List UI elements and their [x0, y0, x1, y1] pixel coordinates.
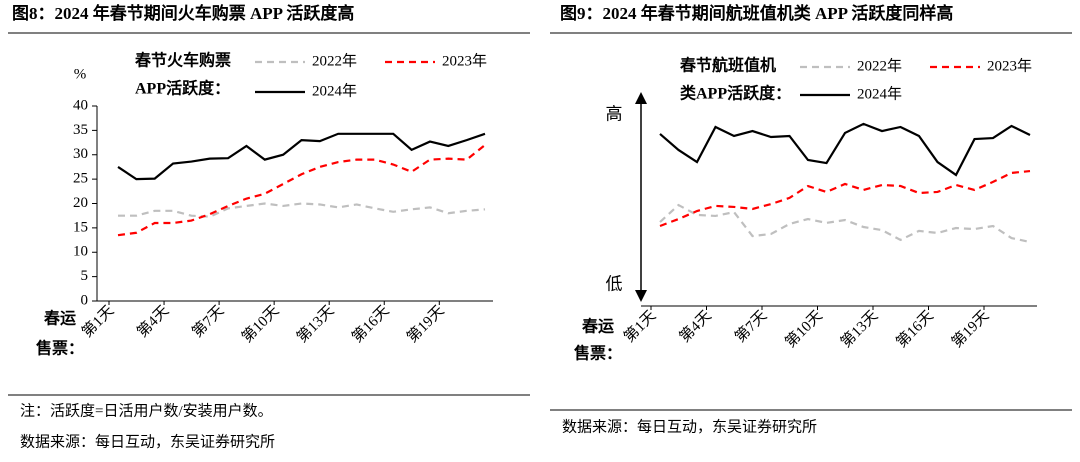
y-tick-label: 40 [73, 97, 88, 113]
series-line [659, 203, 1031, 244]
legend-label: 2024年 [857, 85, 902, 102]
x-tick-label: 第1天 [620, 307, 659, 346]
x-axis-label: 售票： [574, 344, 622, 363]
x-tick-label: 第10天 [238, 302, 283, 347]
x-axis-label: 春运 [43, 309, 76, 328]
y-tick-label: 25 [73, 171, 88, 187]
series-line [659, 169, 1031, 228]
legend-label: 2023年 [442, 52, 487, 69]
legend-label: 2022年 [312, 52, 357, 69]
y-tick-label: 5 [81, 268, 89, 284]
y-tick-label: 0 [81, 292, 89, 308]
chart-title: 图9：2024 年春节期间航班值机类 APP 活跃度同样高 [560, 3, 953, 23]
legend-title: 类APP活跃度： [680, 84, 791, 103]
x-tick-label: 第16天 [348, 302, 393, 347]
chart-title: 图8：2024 年春节期间火车购票 APP 活跃度高 [12, 3, 354, 23]
y-tick-label: 15 [73, 219, 88, 235]
legend-title: 春节航班值机 [679, 56, 776, 75]
note: 数据来源：每日互动，东吴证券研究所 [20, 433, 275, 450]
series-line [117, 144, 486, 237]
x-tick-label: 第19天 [948, 307, 993, 352]
y-axis-label: % [74, 66, 87, 82]
x-axis-label: 售票： [36, 339, 84, 358]
note: 数据来源：每日互动，东吴证券研究所 [562, 418, 817, 435]
y-tick-label: 35 [73, 122, 88, 138]
x-tick-label: 第13天 [293, 302, 338, 347]
legend-title: 春节火车购票 [134, 51, 231, 70]
y-tick-label: 20 [73, 195, 88, 211]
x-tick-label: 第19天 [403, 302, 448, 347]
series-line [117, 132, 486, 181]
x-tick-label: 第16天 [892, 307, 937, 352]
x-tick-label: 第7天 [188, 302, 227, 341]
y-tick-label: 高 [606, 104, 623, 123]
x-tick-label: 第13天 [837, 307, 882, 352]
legend-label: 2023年 [987, 57, 1032, 74]
y-tick-label: 30 [73, 146, 88, 162]
series-line [659, 122, 1031, 177]
y-tick-label: 10 [73, 244, 88, 260]
legend-title: APP活跃度： [135, 79, 230, 98]
y-tick-label: 低 [606, 275, 623, 294]
x-tick-label: 第4天 [676, 307, 715, 346]
note: 注：活跃度=日活用户数/安装用户数。 [20, 402, 273, 419]
x-axis-label: 春运 [581, 317, 614, 336]
legend-label: 2024年 [312, 82, 357, 99]
legend-label: 2022年 [857, 57, 902, 74]
x-tick-label: 第4天 [133, 302, 172, 341]
x-tick-label: 第10天 [781, 307, 826, 352]
x-tick-label: 第7天 [731, 307, 770, 346]
series-line [118, 202, 486, 218]
